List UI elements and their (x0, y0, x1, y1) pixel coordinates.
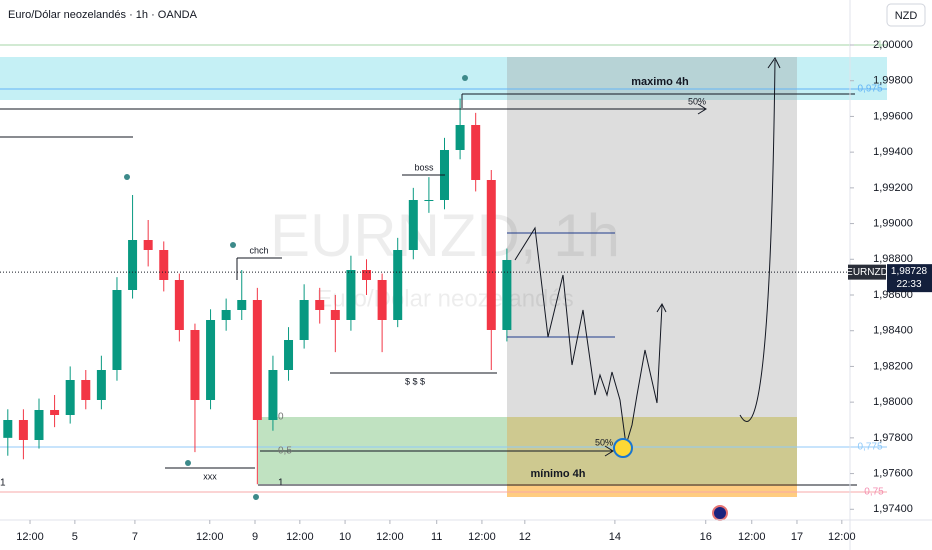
x-tick-label: 12:00 (16, 531, 44, 543)
candle-body (346, 270, 356, 320)
candle-body (237, 300, 247, 310)
candle-body (81, 380, 91, 400)
event-icon (712, 505, 728, 521)
y-tick-label: 1,97600 (873, 467, 913, 479)
candle-body (96, 370, 106, 400)
y-tick-label: 1,99800 (873, 75, 913, 87)
countdown: 22:33 (896, 279, 921, 290)
premium-zone (0, 57, 887, 100)
x-tick-label: 9 (252, 531, 258, 543)
fib-label: 1 (877, 40, 883, 51)
y-tick-label: 1,98200 (873, 360, 913, 372)
candle-body (486, 180, 496, 330)
y-tick-label: 1,98600 (873, 289, 913, 301)
x-tick-label: 12 (519, 531, 531, 543)
y-tick-label: 1,99000 (873, 217, 913, 229)
candle-body (112, 290, 122, 370)
candle-body (65, 380, 75, 415)
y-tick-label: 1,97400 (873, 503, 913, 515)
watermark: EURNZD, 1h (270, 202, 620, 269)
candle-body (159, 250, 169, 280)
candle-body (50, 410, 60, 415)
x-tick-label: 5 (72, 531, 78, 543)
annotation: 50% (688, 96, 706, 106)
annotation: maximo 4h (631, 76, 689, 88)
x-tick-label: 12:00 (196, 531, 224, 543)
target-box (507, 57, 797, 417)
symbol-label-box (848, 264, 886, 280)
y-tick-label: 1,98000 (873, 396, 913, 408)
pivot-dots (124, 75, 468, 500)
candle-body (362, 270, 372, 280)
x-tick-label: 12:00 (468, 531, 496, 543)
candle-body (143, 240, 153, 250)
candle-body (502, 260, 512, 330)
y-tick-label: 1,99200 (873, 182, 913, 194)
x-tick-label: 12:00 (286, 531, 314, 543)
x-tick-label: 12:00 (738, 531, 766, 543)
y-tick-label: 1,98800 (873, 253, 913, 265)
stop-zone (507, 484, 797, 497)
candle-body (34, 410, 44, 440)
currency[interactable]: NZD (895, 10, 918, 22)
candle-body (299, 300, 309, 340)
chart-title: Euro/Dólar neozelandés · 1h · OANDA (8, 9, 198, 21)
candle-body (206, 320, 216, 400)
candle-body (268, 370, 278, 420)
x-tick-label: 16 (700, 531, 712, 543)
plot (3, 98, 512, 485)
drawings (0, 57, 857, 486)
x-tick-label: 14 (609, 531, 621, 543)
candle-body (221, 310, 231, 320)
annotation: chch (249, 245, 268, 255)
candle-body (471, 125, 481, 180)
y-tick-label: 1,98400 (873, 325, 913, 337)
candle-body (252, 300, 262, 420)
candle-body (330, 310, 340, 320)
annotation: boss (414, 162, 434, 172)
y-tick-label: 2,00000 (873, 39, 913, 51)
fib-label: 1 (0, 478, 6, 489)
fib-label: 0,75 (864, 487, 884, 498)
candle-body (18, 420, 28, 440)
annotation: $ $ $ (405, 376, 425, 386)
last-price-box (887, 264, 932, 293)
y-tick-label: 1,97800 (873, 432, 913, 444)
currency-button[interactable] (886, 3, 926, 27)
target-marker (613, 438, 633, 458)
y-tick-label: 1,99600 (873, 110, 913, 122)
candle-body (377, 280, 387, 320)
x-tick-label: 12:00 (376, 531, 404, 543)
fib-label: 0,5 (278, 446, 292, 457)
watermark: Euro/Dólar neozelandés (316, 285, 574, 312)
x-tick-label: 10 (339, 531, 351, 543)
symbol-label: EURNZD (846, 267, 888, 278)
candle-body (455, 125, 465, 150)
x-tick-label: 17 (791, 531, 803, 543)
fib-label: 0 (278, 412, 284, 423)
annotation: 50% (595, 437, 613, 447)
candle-body (424, 200, 434, 201)
fib-label: 1 (278, 478, 284, 489)
last-price-label: 1,98728 (891, 266, 928, 277)
candle-body (408, 200, 418, 250)
candle-body (393, 250, 403, 320)
x-tick-label: 7 (132, 531, 138, 543)
annotation: mínimo 4h (530, 468, 585, 480)
x-tick-label: 12:00 (828, 531, 856, 543)
candle-body (128, 240, 138, 290)
candle-body (284, 340, 294, 370)
x-tick-label: 11 (431, 531, 442, 543)
annotation: xxx (203, 471, 217, 481)
candle-body (174, 280, 184, 330)
fib-label: 0,775 (857, 442, 882, 453)
candle-body (315, 300, 325, 310)
candle-body (3, 420, 13, 438)
fib-label: 0,975 (857, 84, 882, 95)
y-tick-label: 1,99400 (873, 146, 913, 158)
candle-body (190, 330, 200, 400)
